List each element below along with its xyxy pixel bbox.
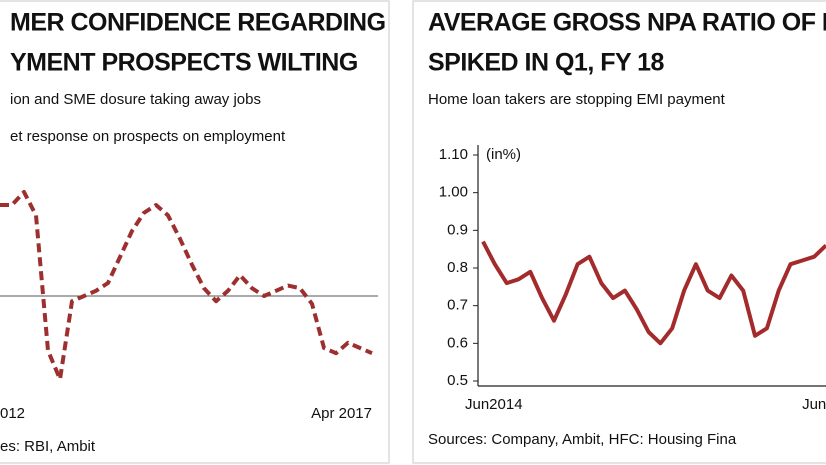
subtitle: Home loan takers are stopping EMI paymen… [428, 91, 726, 108]
data-line [0, 190, 373, 382]
x-tick-label: Jun [802, 396, 826, 413]
note: et response on prospects on employment [10, 128, 286, 145]
y-tick-label: 0.8 [447, 259, 468, 276]
source: es: RBI, Ambit [0, 438, 96, 455]
source: Sources: Company, Ambit, HFC: Housing Fi… [428, 431, 737, 448]
y-tick-label: 0.5 [447, 372, 468, 389]
x-tick-label: Apr 2017 [311, 405, 372, 422]
chart-title: SPIKED IN Q1, FY 18 [428, 49, 665, 77]
x-tick-label: 012 [0, 405, 25, 422]
y-tick-label: 0.6 [447, 334, 468, 351]
chart-title: AVERAGE GROSS NPA RATIO OF HF [428, 9, 826, 37]
chart-title: YMENT PROSPECTS WILTING [10, 49, 358, 77]
left-panel [0, 0, 390, 464]
y-tick-label: 0.9 [447, 221, 468, 238]
y-axis-label: (in%) [486, 146, 521, 163]
y-tick-label: 1.00 [439, 184, 468, 201]
right-panel [412, 0, 826, 464]
x-tick-label: Jun2014 [465, 396, 523, 413]
y-tick-label: 1.10 [439, 146, 468, 163]
chart-title: MER CONFIDENCE REGARDING [10, 9, 386, 37]
subtitle: ion and SME dosure taking away jobs [10, 91, 261, 108]
y-tick-label: 0.7 [447, 297, 468, 314]
data-line [481, 240, 826, 346]
